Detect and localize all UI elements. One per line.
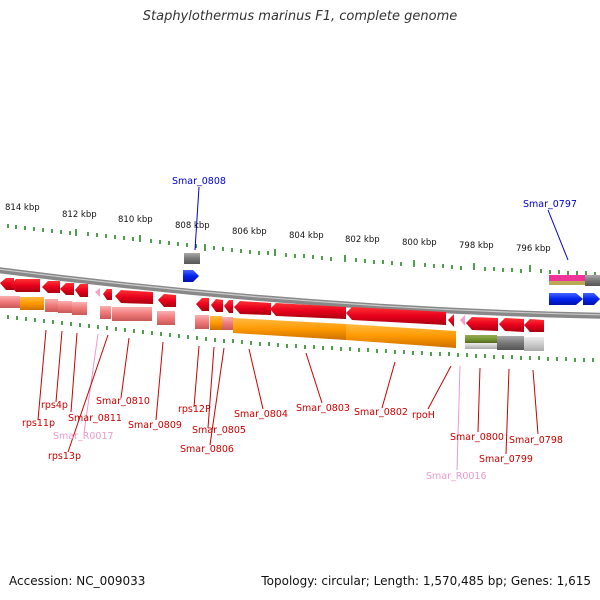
gene-arrow[interactable] — [234, 301, 271, 315]
backbone-track — [0, 267, 600, 319]
gene-label[interactable]: Smar_R0017 — [53, 431, 114, 442]
cds-block[interactable] — [195, 315, 209, 329]
gene-arrow[interactable] — [460, 315, 465, 326]
gene-arrow[interactable] — [0, 278, 14, 290]
cds-block[interactable] — [112, 307, 152, 321]
gene-arrow[interactable] — [224, 300, 233, 313]
gene-label[interactable]: Smar_0804 — [234, 409, 288, 420]
topology-text: Topology: circular; Length: 1,570,485 bp… — [261, 574, 591, 588]
cds-block[interactable] — [0, 296, 20, 308]
cds-block[interactable] — [465, 335, 497, 343]
gene-label[interactable]: rps12P — [178, 404, 211, 415]
upper-strand-features — [183, 253, 600, 305]
cds-block[interactable] — [233, 318, 346, 340]
gene-block[interactable] — [184, 253, 200, 264]
gene-arrow[interactable] — [10, 279, 40, 292]
gene-label[interactable]: Smar_0811 — [68, 413, 122, 424]
accession-text: Accession: NC_009033 — [9, 574, 146, 588]
ruler-label: 798 kbp — [459, 241, 494, 251]
blue-gene-label[interactable]: Smar_0808 — [172, 176, 226, 187]
cds-block[interactable] — [20, 297, 44, 310]
label-leaders — [37, 329, 539, 471]
ruler-label: 810 kbp — [118, 215, 153, 225]
gene-arrow[interactable] — [196, 298, 209, 311]
cds-block[interactable] — [72, 302, 87, 315]
gene-arrow[interactable] — [95, 288, 100, 297]
gene-label[interactable]: Smar_0810 — [96, 396, 150, 407]
gene-arrow[interactable] — [448, 314, 454, 327]
cds-block[interactable] — [210, 316, 222, 330]
cds-block[interactable] — [222, 317, 233, 330]
cds-block[interactable] — [465, 343, 497, 349]
cds-block[interactable] — [524, 337, 544, 351]
red-gene-row — [0, 278, 544, 332]
leader-line — [194, 186, 200, 251]
gene-arrow[interactable] — [583, 293, 600, 305]
gene-arrow[interactable] — [75, 284, 88, 297]
gene-arrow[interactable] — [270, 303, 346, 319]
gene-arrow[interactable] — [466, 317, 498, 331]
gene-block[interactable] — [549, 275, 585, 281]
gene-arrow[interactable] — [115, 290, 153, 304]
cds-block[interactable] — [45, 299, 58, 312]
gene-block[interactable] — [549, 281, 585, 285]
gene-arrow[interactable] — [524, 319, 544, 332]
gene-label[interactable]: Smar_0805 — [192, 425, 246, 436]
cds-block[interactable] — [100, 306, 111, 319]
ruler-label: 800 kbp — [402, 238, 437, 248]
cds-block[interactable] — [157, 311, 175, 325]
gene-label[interactable]: Smar_0803 — [296, 403, 350, 414]
leader-line — [547, 209, 569, 261]
gene-arrow[interactable] — [103, 289, 112, 300]
gene-arrow[interactable] — [549, 293, 583, 305]
map-title: Staphylothermus marinus F1, complete gen… — [142, 9, 458, 24]
ruler-ticks — [7, 224, 596, 276]
gene-arrow[interactable] — [158, 294, 176, 307]
gene-label[interactable]: Smar_0799 — [479, 454, 533, 465]
ruler-label: 804 kbp — [289, 231, 324, 241]
gene-label[interactable]: Smar_0798 — [509, 435, 563, 446]
gene-arrow[interactable] — [211, 299, 223, 312]
gene-arrow[interactable] — [346, 307, 446, 325]
gene-arrow[interactable] — [42, 281, 60, 293]
ruler-label: 814 kbp — [5, 203, 40, 213]
gene-label[interactable]: Smar_0806 — [180, 444, 234, 455]
gene-label[interactable]: rps4p — [41, 400, 68, 411]
gene-label[interactable]: Smar_0809 — [128, 420, 182, 431]
cds-block[interactable] — [497, 336, 524, 350]
gene-label[interactable]: rps11p — [22, 418, 55, 429]
cds-block[interactable] — [346, 324, 456, 348]
gene-label[interactable]: Smar_0800 — [450, 432, 504, 443]
ruler-label: 802 kbp — [345, 235, 380, 245]
backbone-highlight — [0, 268, 600, 316]
cds-block[interactable] — [58, 301, 72, 313]
ruler-label: 806 kbp — [232, 227, 267, 237]
cds-row — [0, 296, 544, 351]
gene-arrow[interactable] — [183, 270, 199, 282]
ruler-ticks-lower — [7, 315, 594, 362]
gene-label[interactable]: rps13p — [48, 451, 81, 462]
ruler-label: 796 kbp — [516, 244, 551, 254]
blue-gene-label[interactable]: Smar_0797 — [523, 199, 577, 210]
ruler-label: 808 kbp — [175, 221, 210, 231]
ruler-label: 812 kbp — [62, 210, 97, 220]
gene-arrow[interactable] — [499, 318, 524, 332]
gene-label[interactable]: Smar_0802 — [354, 407, 408, 418]
gene-arrow[interactable] — [60, 283, 74, 295]
gene-label[interactable]: Smar_R0016 — [426, 471, 487, 482]
gene-block[interactable] — [585, 275, 600, 286]
gene-label[interactable]: rpoH — [412, 410, 435, 421]
